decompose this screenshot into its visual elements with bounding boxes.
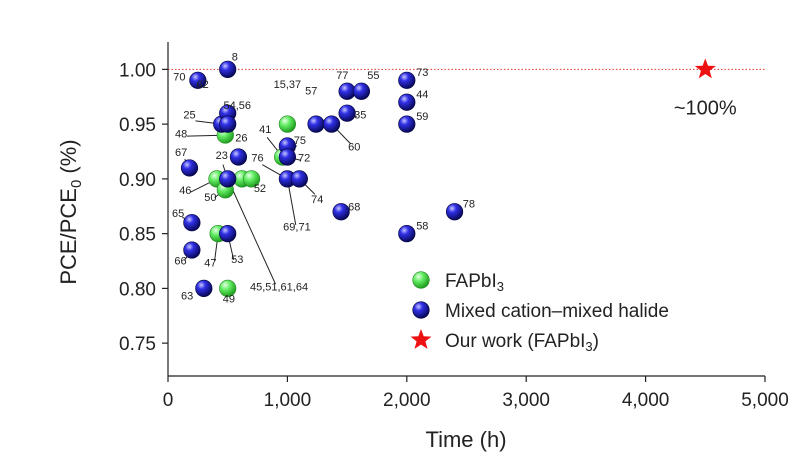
data-point-fapbi3 xyxy=(278,115,297,133)
data-point-mixed xyxy=(445,203,464,221)
data-point-fapbi3 xyxy=(219,279,237,297)
legend-label: Mixed cation–mixed halide xyxy=(445,301,669,322)
y-axis-title-main: PCE/PCE xyxy=(56,188,81,285)
x-axis-title: Time (h) xyxy=(425,427,506,452)
point-label: 49 xyxy=(223,294,235,306)
point-label: 77 xyxy=(336,70,348,82)
data-point-mixed xyxy=(398,93,416,111)
point-label: 68 xyxy=(348,202,360,214)
point-label: 44 xyxy=(416,89,428,101)
leader-line xyxy=(227,178,276,285)
legend-marker xyxy=(412,301,430,319)
data-point-mixed xyxy=(307,115,325,133)
point-label: 41 xyxy=(259,124,271,136)
point-label: 63 xyxy=(181,290,193,302)
legend: FAPbI3 Mixed cation–mixed halide Our work … xyxy=(410,271,669,354)
x-tick-label: 0 xyxy=(163,390,174,411)
point-label: 60 xyxy=(348,141,360,153)
y-tick-label: 0.80 xyxy=(119,279,156,300)
data-point-mixed xyxy=(180,159,199,177)
y-axis-title: PCE/PCE0 (%) xyxy=(56,139,85,284)
legend-label: FAPbI3 xyxy=(445,271,504,294)
x-tick-label: 3,000 xyxy=(502,390,550,411)
data-point-mixed xyxy=(332,203,350,221)
data-point-mixed xyxy=(189,71,207,89)
data-point-mixed xyxy=(322,115,341,133)
point-label: 72 xyxy=(298,152,310,164)
x-tick-label: 1,000 xyxy=(264,390,312,411)
point-label: 45,51,61,64 xyxy=(250,282,308,294)
x-tick-label: 2,000 xyxy=(383,390,431,411)
data-point-mixed xyxy=(338,104,356,122)
data-point-star xyxy=(694,58,716,79)
point-label: 8 xyxy=(232,52,238,64)
point-label: 23 xyxy=(216,150,228,162)
y-tick-label: 0.85 xyxy=(119,225,156,246)
point-label: 25 xyxy=(183,110,195,122)
point-label: 70 xyxy=(173,71,185,83)
point-label: 76 xyxy=(251,152,263,164)
point-label: 52 xyxy=(254,183,266,195)
data-point-mixed xyxy=(219,60,237,78)
data-point-mixed xyxy=(219,225,237,243)
point-label: 46 xyxy=(179,185,191,197)
data-point-mixed xyxy=(195,279,213,297)
legend-marker xyxy=(412,271,430,289)
data-point-mixed xyxy=(183,241,201,259)
point-label: 73 xyxy=(416,67,428,79)
point-label: 47 xyxy=(204,257,216,269)
data-point-mixed xyxy=(352,82,371,100)
point-label: 26 xyxy=(235,133,247,145)
data-point-mixed xyxy=(398,225,416,243)
data-point-mixed xyxy=(183,214,201,232)
legend-marker-star xyxy=(410,329,432,349)
x-tick-label: 4,000 xyxy=(622,390,670,411)
y-tick-label: 0.90 xyxy=(119,170,156,191)
point-label: 78 xyxy=(463,198,475,210)
y-tick-label: 0.75 xyxy=(119,334,156,355)
point-label: 53 xyxy=(231,254,243,266)
data-point-mixed xyxy=(290,170,308,188)
point-label: 50 xyxy=(204,192,216,204)
y-tick-label: 1.00 xyxy=(119,60,156,81)
point-label: 75 xyxy=(294,135,306,147)
data-point-mixed xyxy=(219,170,237,188)
data-point-mixed xyxy=(398,71,416,89)
plot-area xyxy=(168,58,765,297)
legend-label: Our work (FAPbI3) xyxy=(445,331,599,354)
y-tick-label: 0.95 xyxy=(119,115,156,136)
data-point-mixed xyxy=(219,115,237,133)
y-axis-title-sub: 0 xyxy=(68,180,85,188)
point-label: 54,56 xyxy=(223,100,251,112)
data-point-mixed xyxy=(229,148,248,166)
point-label: 35 xyxy=(354,110,366,122)
y-axis-title-unit: (%) xyxy=(56,139,81,179)
data-point-fapbi3 xyxy=(242,170,261,188)
point-label: 67 xyxy=(175,147,187,159)
data-point-mixed xyxy=(278,148,297,166)
point-label: 74 xyxy=(311,194,323,206)
point-label: 62 xyxy=(197,79,209,91)
annotation-label: ~100% xyxy=(674,97,737,119)
x-tick-label: 5,000 xyxy=(741,390,789,411)
point-label: 65 xyxy=(172,208,184,220)
point-label: 57 xyxy=(305,86,317,98)
point-label: 66 xyxy=(174,255,186,267)
point-labels: 8 70 62 54,56 25 48 67 23 26 41 76 15,37 75 72 74 57 77 5… xyxy=(172,52,475,306)
point-label: 69,71 xyxy=(283,221,311,233)
point-label: 55 xyxy=(367,70,379,82)
point-label: 48 xyxy=(175,128,187,140)
data-point-mixed xyxy=(398,115,416,133)
point-label: 59 xyxy=(416,111,428,123)
axes: 0 1,000 2,000 3,000 4,000 5,000 0.75 0.80 0.85 0.… xyxy=(119,42,789,411)
point-label: 15,37 xyxy=(274,79,302,91)
point-label: 58 xyxy=(416,220,428,232)
